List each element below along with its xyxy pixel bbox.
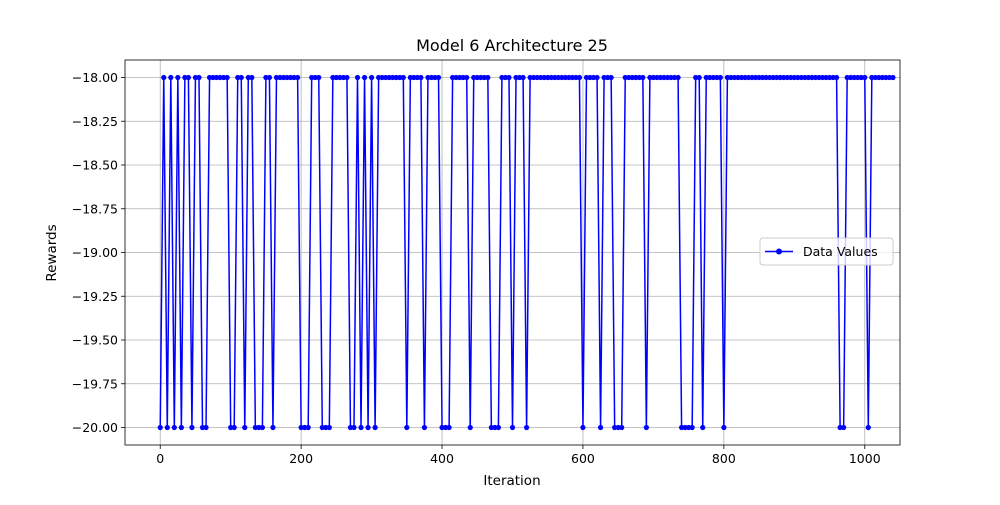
data-point	[467, 424, 473, 431]
data-point	[161, 74, 167, 81]
data-point	[354, 74, 361, 81]
data-point	[580, 424, 586, 431]
data-point	[238, 74, 244, 81]
data-point	[721, 424, 727, 431]
y-axis-label: Rewards	[44, 224, 60, 281]
data-point	[400, 74, 406, 81]
data-point	[344, 74, 350, 81]
y-tick-label: −19.00	[72, 245, 118, 260]
data-point	[464, 74, 470, 81]
data-point	[368, 74, 375, 81]
data-point	[696, 74, 702, 81]
legend-marker-icon	[776, 248, 782, 255]
legend: Data Values	[759, 237, 894, 266]
y-tick-label: −18.25	[72, 114, 118, 129]
data-point	[224, 74, 230, 81]
data-point	[295, 74, 301, 81]
y-tick-label: −19.25	[72, 289, 118, 304]
data-point	[700, 424, 706, 431]
data-point	[358, 424, 364, 431]
series-layer	[157, 74, 896, 431]
data-point	[520, 74, 526, 81]
data-point	[485, 74, 491, 81]
data-point	[597, 424, 604, 431]
y-axis-ticks: −18.00 −18.25 −18.50 −18.75 −19.00 −19.25 −19.…	[72, 70, 125, 435]
data-point	[841, 424, 847, 431]
x-tick-label: 0	[156, 451, 164, 466]
x-tick-label: 600	[571, 451, 595, 466]
data-point	[326, 424, 332, 431]
legend-label: Data Values	[803, 244, 878, 259]
data-point	[242, 424, 248, 431]
data-point	[862, 74, 868, 81]
data-point	[689, 424, 695, 431]
data-point	[418, 74, 424, 81]
data-point	[509, 424, 516, 431]
data-point	[157, 424, 163, 431]
x-axis-label: Iteration	[483, 473, 540, 489]
data-point	[361, 74, 368, 81]
data-point	[576, 74, 583, 81]
data-point	[316, 74, 322, 81]
data-point	[178, 424, 184, 431]
x-tick-label: 400	[430, 451, 454, 466]
data-point	[717, 74, 723, 81]
data-point	[675, 74, 681, 81]
data-point	[365, 424, 371, 431]
data-point	[203, 424, 209, 431]
data-point	[372, 424, 378, 431]
x-axis-ticks: 0 200 400 600 800 1000	[156, 445, 881, 466]
data-point	[259, 424, 265, 431]
data-point	[833, 74, 840, 81]
data-point	[266, 74, 273, 81]
x-tick-label: 800	[712, 451, 736, 466]
data-point	[594, 74, 600, 81]
y-tick-label: −20.00	[72, 420, 118, 435]
data-point	[196, 74, 202, 81]
data-point	[404, 424, 410, 431]
data-point	[270, 424, 276, 431]
data-point	[523, 424, 530, 431]
data-point	[643, 424, 649, 431]
legend-box	[759, 237, 894, 266]
data-point	[168, 74, 174, 81]
data-point	[421, 424, 428, 431]
x-tick-label: 200	[289, 451, 313, 466]
y-tick-label: −18.50	[72, 158, 118, 173]
data-point	[435, 74, 442, 81]
x-tick-label: 1000	[849, 451, 881, 466]
chart-title: Model 6 Architecture 25	[416, 36, 608, 55]
data-point	[351, 424, 357, 431]
data-point	[446, 424, 452, 431]
data-point	[305, 424, 311, 431]
data-point	[231, 424, 237, 431]
data-point	[495, 424, 502, 431]
data-point	[506, 74, 512, 81]
data-point	[175, 74, 181, 81]
data-point	[185, 74, 192, 81]
data-point	[164, 424, 170, 431]
data-point	[640, 74, 646, 81]
data-point	[249, 74, 255, 81]
data-point	[608, 74, 614, 81]
data-point	[890, 74, 896, 81]
data-point	[865, 424, 871, 431]
data-point	[619, 424, 625, 431]
y-tick-label: −19.50	[72, 333, 118, 348]
data-point	[189, 424, 195, 431]
y-tick-label: −18.00	[72, 70, 118, 85]
data-point	[171, 424, 177, 431]
y-tick-label: −19.75	[72, 376, 118, 391]
y-tick-label: −18.75	[72, 201, 118, 216]
